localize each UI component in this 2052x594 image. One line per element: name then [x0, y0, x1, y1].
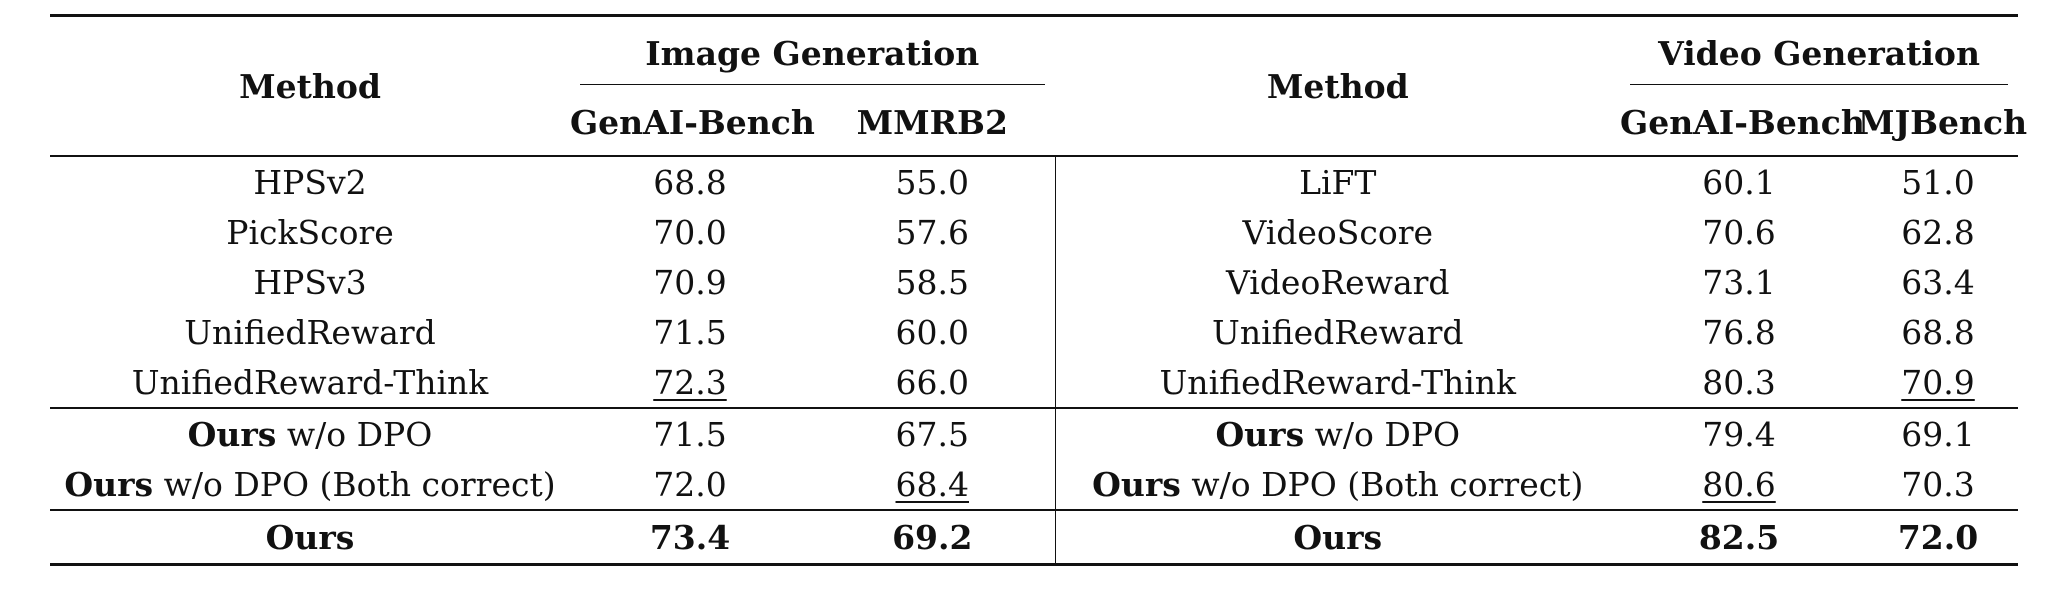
value-cell: 51.0: [1901, 162, 1975, 202]
value-cell-best: 72.0: [1858, 509, 2019, 566]
method-cell-left: HPSv2: [253, 162, 367, 202]
table-row: Ours w/o DPO (Both correct) 72.0 68.4 Ou…: [50, 459, 2018, 510]
value-cell: 79.4: [1620, 407, 1859, 459]
underlined-value: 68.4: [895, 464, 969, 504]
value-cell: 60.1: [1702, 162, 1776, 202]
method-cell-right: Ours: [1055, 509, 1621, 566]
value-cell: 72.0: [653, 464, 727, 504]
method-cell-right: Ours w/o DPO: [1055, 407, 1621, 459]
table-row: UnifiedReward 71.5 60.0 UnifiedReward 76…: [50, 307, 2018, 357]
col-video-genai-bench: GenAI-Bench: [1620, 89, 1865, 157]
method-cell-right: LiFT: [1299, 162, 1377, 202]
method-cell-left: PickScore: [226, 212, 394, 252]
value-cell: 73.1: [1702, 262, 1776, 302]
ours-label: Ours: [187, 414, 277, 454]
image-generation-header: Image Generation: [570, 14, 1056, 89]
value-cell: 55.0: [810, 156, 1056, 207]
method-header-right: Method: [1055, 14, 1621, 157]
method-cell-right: UnifiedReward-Think: [1159, 362, 1517, 402]
value-cell: 70.3: [1901, 464, 1975, 504]
header-row-top: Method Image Generation Method Video Gen…: [50, 14, 2019, 157]
table-header: Method Image Generation Method Video Gen…: [50, 14, 2027, 157]
method-cell-left: HPSv3: [253, 262, 367, 302]
value-cell: 57.6: [810, 207, 1056, 257]
method-cell-left: UnifiedReward: [184, 312, 436, 352]
results-table-container: Method Image Generation Method Video Gen…: [50, 14, 2027, 566]
method-cell-left: Ours w/o DPO (Both correct): [50, 459, 570, 510]
method-cell-left: Ours: [50, 509, 570, 566]
header-row-sub: GenAI-Bench MMRB2 GenAI-Bench MJBench: [50, 89, 2027, 157]
method-suffix: w/o DPO: [1304, 414, 1461, 454]
method-cell-right: UnifiedReward: [1212, 312, 1464, 352]
underlined-value: 72.3: [653, 362, 727, 402]
video-generation-label: Video Generation: [1658, 33, 1980, 73]
table-row: HPSv3 70.9 58.5 VideoReward 73.1 63.4: [50, 257, 2018, 307]
underlined-value: 80.6: [1702, 464, 1776, 504]
value-cell-best: 73.4: [570, 509, 810, 566]
col-image-mmrb2: MMRB2: [810, 89, 1056, 157]
value-cell-underlined: 72.3: [570, 357, 810, 408]
table-row-final: Ours 73.4 69.2 Ours 82.5 72.0: [50, 509, 2019, 566]
value-cell: 71.5: [570, 407, 810, 459]
value-cell: 58.5: [810, 257, 1056, 307]
underlined-value: 70.9: [1901, 362, 1975, 402]
method-cell-left: UnifiedReward-Think: [131, 362, 489, 402]
value-cell-underlined: 68.4: [810, 459, 1056, 510]
method-suffix: w/o DPO: [276, 414, 433, 454]
value-cell: 68.8: [1901, 312, 1975, 352]
table-body: HPSv2 68.8 55.0 LiFT 60.1 51.0 PickScore…: [50, 156, 2019, 566]
ours-label: Ours: [1215, 414, 1305, 454]
value-cell: 71.5: [653, 312, 727, 352]
video-generation-header: Video Generation: [1620, 14, 2019, 89]
value-cell: 70.9: [653, 262, 727, 302]
value-cell: 67.5: [810, 407, 1056, 459]
method-cell-right: Ours w/o DPO (Both correct): [1055, 459, 1620, 510]
value-cell: 62.8: [1901, 212, 1975, 252]
image-generation-label: Image Generation: [645, 33, 980, 73]
value-cell-underlined: 70.9: [1858, 357, 2018, 408]
method-cell-right: VideoScore: [1242, 212, 1434, 252]
ours-label: Ours: [1092, 464, 1181, 504]
table-row: HPSv2 68.8 55.0 LiFT 60.1 51.0: [50, 156, 2018, 207]
value-cell-underlined: 80.6: [1620, 459, 1858, 510]
method-suffix: w/o DPO (Both correct): [1180, 464, 1584, 504]
value-cell: 69.1: [1858, 407, 2019, 459]
col-video-mjbench: MJBench: [1858, 89, 2027, 157]
method-suffix: w/o DPO (Both correct): [153, 464, 556, 504]
table-row: PickScore 70.0 57.6 VideoScore 70.6 62.8: [50, 207, 2018, 257]
image-generation-rule: [580, 84, 1045, 85]
value-cell: 66.0: [810, 357, 1056, 408]
col-image-genai-bench: GenAI-Bench: [570, 89, 815, 157]
value-cell: 60.0: [810, 307, 1056, 357]
value-cell: 76.8: [1702, 312, 1776, 352]
video-generation-rule: [1630, 84, 2009, 85]
value-cell: 80.3: [1702, 362, 1776, 402]
method-cell-left: Ours w/o DPO: [50, 407, 570, 459]
table-row: Ours w/o DPO 71.5 67.5 Ours w/o DPO 79.4…: [50, 407, 2019, 459]
value-cell: 70.6: [1702, 212, 1776, 252]
table-row: UnifiedReward-Think 72.3 66.0 UnifiedRew…: [50, 357, 2018, 408]
ours-label: Ours: [64, 464, 154, 504]
value-cell: 63.4: [1901, 262, 1975, 302]
value-cell-best: 69.2: [810, 509, 1056, 566]
method-header-left: Method: [50, 14, 570, 157]
value-cell: 68.8: [653, 162, 727, 202]
value-cell: 70.0: [653, 212, 727, 252]
results-table: Method Image Generation Method Video Gen…: [50, 14, 2027, 566]
value-cell-best: 82.5: [1620, 509, 1859, 566]
method-cell-right: VideoReward: [1226, 262, 1450, 302]
